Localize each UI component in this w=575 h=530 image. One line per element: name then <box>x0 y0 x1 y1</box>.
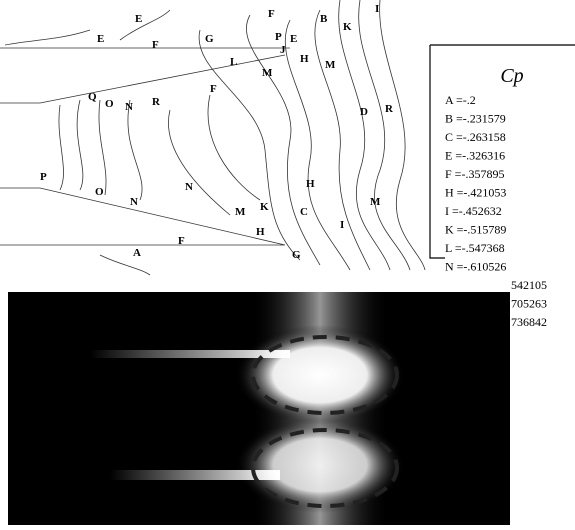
contour <box>246 14 321 266</box>
contour-label: G <box>205 33 214 45</box>
contour-label: D <box>360 106 368 118</box>
contour-label: R <box>385 103 394 115</box>
contour-label: O <box>95 186 104 198</box>
legend-entry: C =-.263158 <box>445 130 506 144</box>
contour-label: E <box>135 13 142 25</box>
contour-label: O <box>105 98 114 110</box>
contour-label: F <box>268 8 275 20</box>
legend-entry: I =-.452632 <box>445 204 502 218</box>
contour-label: A <box>133 247 141 259</box>
legend-frame <box>429 44 575 259</box>
contour <box>314 9 371 271</box>
contour <box>284 19 351 271</box>
contour <box>4 9 171 276</box>
legend-entry: B =-.231579 <box>445 112 506 126</box>
contour-label: H <box>256 226 265 238</box>
contour-label: H <box>306 178 315 190</box>
legend-entry: 736842 <box>511 315 547 329</box>
contour <box>58 99 143 201</box>
contour-label: F <box>210 83 217 95</box>
contour <box>198 29 301 261</box>
contour-label: M <box>370 196 381 208</box>
glow <box>235 325 405 425</box>
contour <box>168 94 261 216</box>
contour-label: M <box>262 67 273 79</box>
legend-entry: A =-.2 <box>445 93 476 107</box>
contour-label: I <box>375 3 379 15</box>
legend-entry: L =-.547368 <box>445 241 505 255</box>
streak <box>110 470 280 480</box>
contour-label: G <box>292 249 301 261</box>
contour-label: B <box>320 13 328 25</box>
contour-label: R <box>152 96 161 108</box>
legend-entry: 542105 <box>511 278 547 292</box>
contour-label: N <box>130 196 138 208</box>
contour-label: N <box>125 101 133 113</box>
legend-title: Cp <box>500 65 523 87</box>
contour-label: K <box>260 201 269 213</box>
contour <box>338 0 391 271</box>
contour-label: K <box>343 21 352 33</box>
streak <box>90 350 290 358</box>
dashed-ellipse <box>251 428 399 508</box>
legend: Cp A =-.2 B =-.231579 C =-.263158 E =-.3263… <box>429 44 575 274</box>
contour-label: P <box>40 171 47 183</box>
contour-label: N <box>185 181 193 193</box>
wing-outline <box>0 47 290 246</box>
legend-entry: 705263 <box>511 297 547 311</box>
legend-entry: H =-.421053 <box>445 186 506 200</box>
contour-label: C <box>300 206 308 218</box>
contour <box>358 0 411 271</box>
legend-entry: N =-.610526 <box>445 260 506 274</box>
contour-label: F <box>178 235 185 247</box>
legend-entry: E =-.326316 <box>445 149 505 163</box>
contour-label: L <box>230 56 237 68</box>
legend-entry: K =-.515789 <box>445 223 506 237</box>
contour-label: I <box>340 219 344 231</box>
contour-label: M <box>325 59 336 71</box>
photo <box>8 292 510 525</box>
contour-label: E <box>290 33 297 45</box>
contour-label: H <box>300 53 309 65</box>
legend-entry: F =-.357895 <box>445 167 504 181</box>
contour-label: J <box>280 44 286 56</box>
contour-label: E <box>97 33 104 45</box>
contour-label: M <box>235 206 246 218</box>
contour <box>379 0 426 271</box>
dashed-ellipse <box>251 335 399 415</box>
contour-label: Q <box>88 91 97 103</box>
contour-label: F <box>152 39 159 51</box>
contour-label: P <box>275 31 282 43</box>
